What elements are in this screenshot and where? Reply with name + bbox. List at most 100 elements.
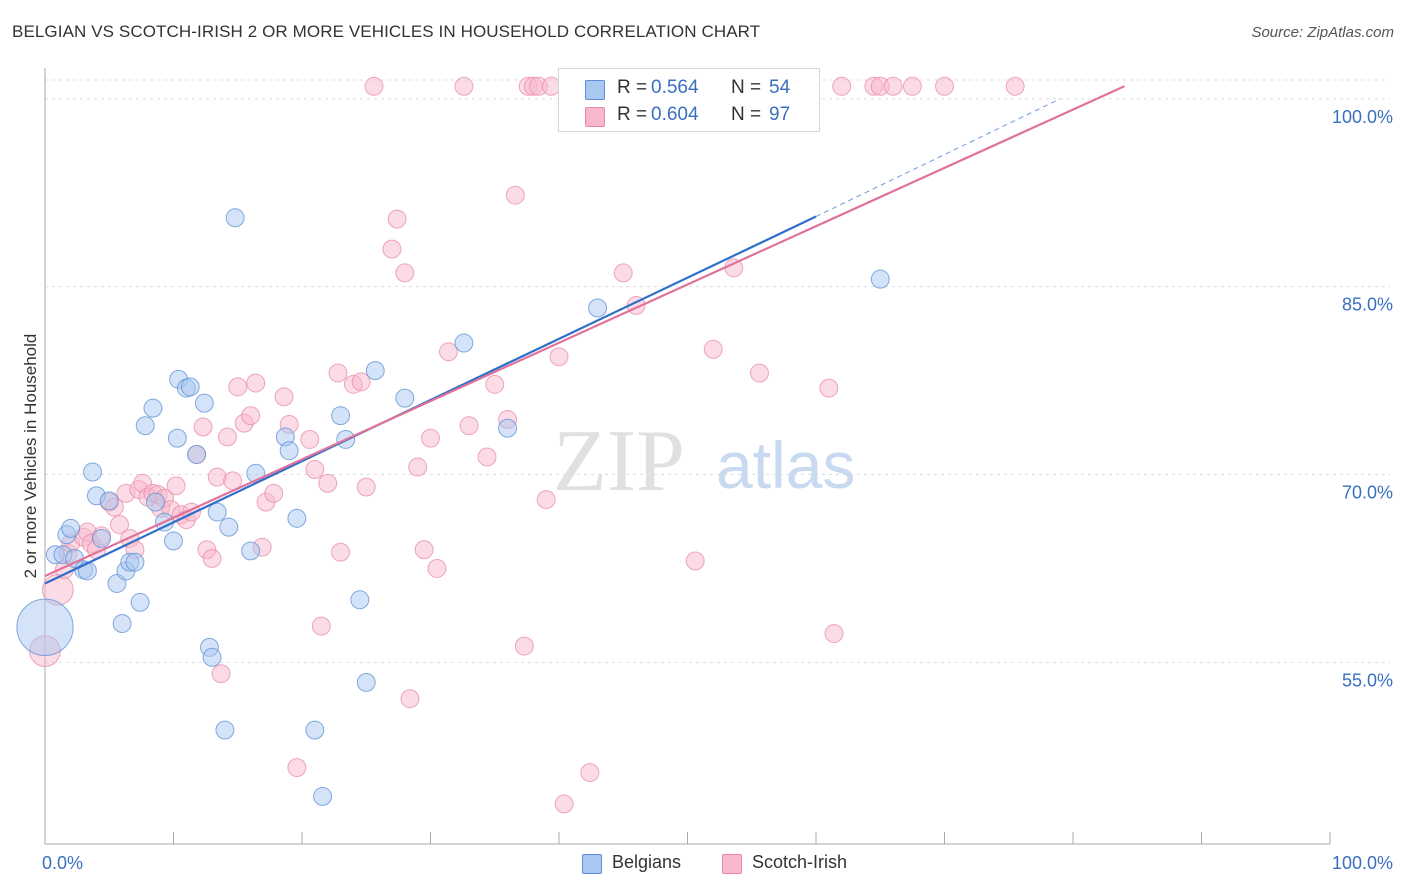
belgian-point <box>365 361 385 381</box>
scotch-irish-point <box>328 363 348 383</box>
belgian-point <box>870 269 890 289</box>
scotch-irish-point <box>274 387 294 407</box>
belgian-n-label: N = <box>731 77 762 98</box>
belgian-point <box>225 208 245 228</box>
scotch-irish-point <box>305 460 325 479</box>
belgian-point <box>99 491 119 511</box>
scotch-irish-point <box>264 483 284 503</box>
watermark-atlas: atlas <box>716 428 855 502</box>
belgian-point <box>16 598 74 656</box>
scotch-irish-point <box>241 406 261 426</box>
scotch-irish-point <box>554 794 574 814</box>
scotch-irish-point <box>549 347 569 367</box>
scotch-irish-point <box>351 372 371 392</box>
scotch-irish-point <box>193 417 213 437</box>
y-tick-label: 85.0% <box>1342 295 1393 315</box>
scotch-irish-point <box>356 477 376 497</box>
scotch-irish-point <box>613 263 633 283</box>
scotch-irish-point <box>311 616 331 636</box>
belgian-point <box>356 672 376 692</box>
belgian-r-value: 0.564 <box>651 77 699 98</box>
gridlines <box>45 79 1390 663</box>
belgian-point <box>164 531 183 551</box>
belgian-swatch <box>585 80 605 100</box>
scotch-irish-point <box>485 374 505 394</box>
watermark: ZIP atlas <box>553 413 855 510</box>
belgian-point <box>395 388 415 408</box>
belgian-point <box>279 441 299 461</box>
axes <box>44 68 1331 845</box>
belgian-point <box>143 398 163 418</box>
y-tick-label: 70.0% <box>1342 483 1393 503</box>
scotch-irish-point <box>414 540 434 560</box>
scotch-irish-point <box>819 378 839 398</box>
scotch-irish-point <box>883 76 903 96</box>
scotch-irish-point <box>477 447 497 467</box>
belgian-point <box>207 502 227 522</box>
scotch-irish-point <box>207 467 227 487</box>
belgian-point <box>187 445 207 464</box>
belgian-point <box>180 377 200 397</box>
belgian-points <box>16 76 890 806</box>
belgian-point <box>305 720 325 740</box>
scotch-n-value: 97 <box>769 104 791 125</box>
scotch-irish-point <box>287 758 307 778</box>
legend-row-belgians: R = 0.564 N = 54 <box>559 73 819 101</box>
scotch-irish-point <box>395 263 415 283</box>
belgian-point <box>331 406 351 426</box>
scotch-irish-point <box>218 427 237 447</box>
scotch-legend-swatch <box>722 854 742 874</box>
belgians-legend-swatch <box>582 854 602 874</box>
belgian-point <box>135 416 155 436</box>
belgian-point <box>92 528 112 548</box>
scotch-irish-point <box>580 763 600 783</box>
belgian-point <box>194 393 214 413</box>
belgian-point <box>61 518 81 538</box>
belgian-point <box>241 541 261 561</box>
trend-lines <box>44 85 1125 585</box>
source-note: Source: ZipAtlas.com <box>1251 24 1394 41</box>
y-tick-label: 100.0% <box>1332 107 1393 127</box>
scotch-irish-point <box>387 209 407 229</box>
scotch-legend-label: Scotch-Irish <box>752 852 848 872</box>
scotch-irish-point <box>331 542 351 562</box>
scotch-irish-point <box>421 428 440 448</box>
scotch-irish-point <box>211 664 231 684</box>
scotch-irish-points <box>29 76 1025 814</box>
scotch-irish-point <box>364 76 384 96</box>
belgian-point <box>77 561 97 581</box>
scotch-swatch <box>585 107 605 127</box>
scotch-irish-point <box>228 377 248 397</box>
scotch-irish-point <box>202 548 222 568</box>
scotch-irish-point <box>459 416 479 436</box>
scotch-n-label: N = <box>731 104 762 125</box>
belgian-point <box>167 428 187 448</box>
scotch-irish-point <box>902 76 922 96</box>
scotch-r-value: 0.604 <box>651 104 699 125</box>
scotch-irish-point <box>300 429 320 449</box>
legend-row-scotch-irish: R = 0.604 N = 97 <box>559 100 819 128</box>
belgian-point <box>202 647 222 667</box>
belgian-point <box>219 517 239 537</box>
scotch-irish-point <box>454 76 474 96</box>
scotch-irish-point <box>703 339 723 359</box>
scotch-irish-point <box>318 473 338 493</box>
scotch-irish-point <box>685 551 705 571</box>
belgian-point <box>112 614 132 634</box>
belgian-point <box>130 592 150 612</box>
x-tick-label-max: 100.0% <box>1332 853 1393 873</box>
belgian-point <box>454 333 474 353</box>
scotch-irish-point <box>935 76 954 96</box>
scotch-irish-point <box>408 457 428 477</box>
belgian-point <box>83 462 103 482</box>
belgian-point <box>215 720 235 740</box>
scotch-irish-point <box>824 624 844 644</box>
belgian-r-label: R = <box>617 77 648 98</box>
scotch-irish-point <box>166 476 186 496</box>
belgian-point <box>350 590 370 610</box>
scotch-irish-trend-line <box>44 85 1125 577</box>
belgian-n-value: 54 <box>769 77 791 98</box>
x-tick-label-min: 0.0% <box>42 853 83 873</box>
scotch-r-label: R = <box>617 104 648 125</box>
